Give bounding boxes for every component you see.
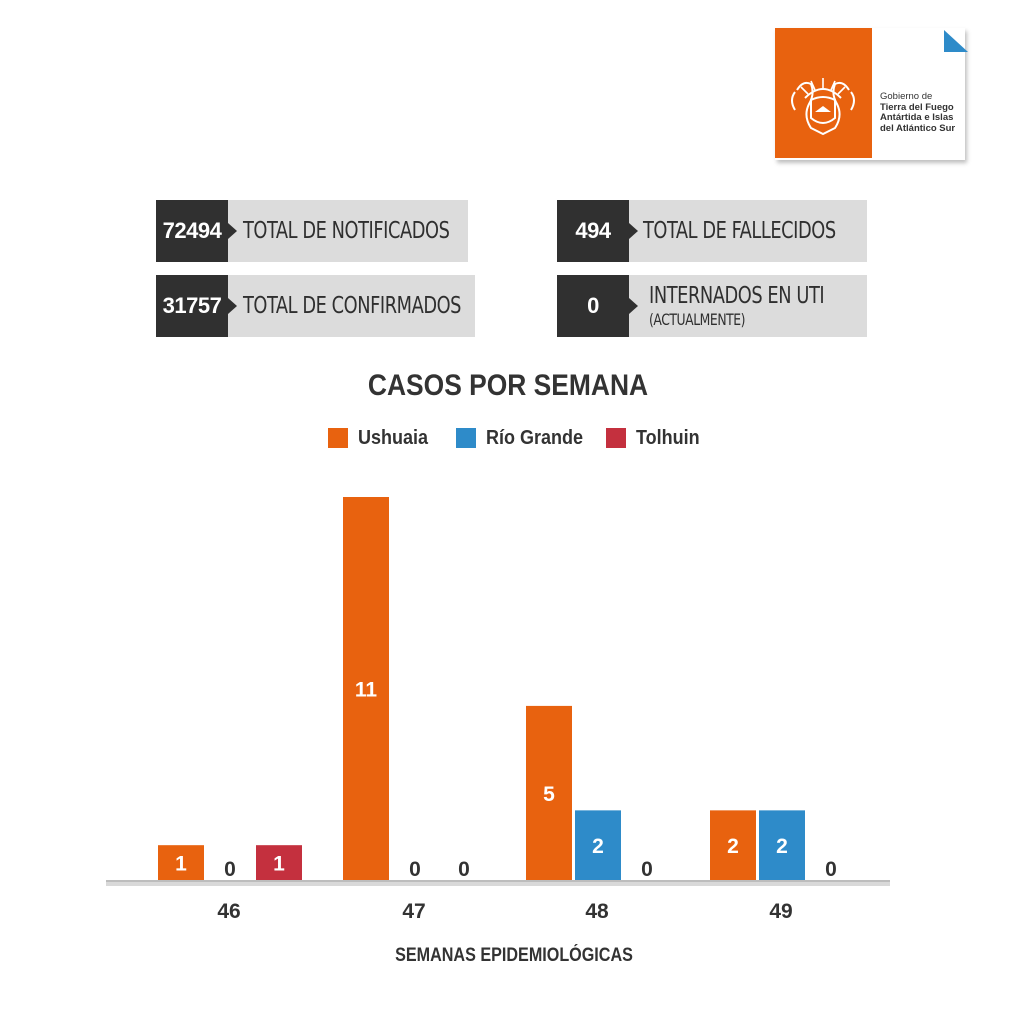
bar-ushuaia-week-46	[158, 845, 204, 880]
stat-confirmados-label: TOTAL DE CONFIRMADOS	[243, 293, 462, 319]
stat-arrow-icon	[629, 298, 638, 314]
data-label: 5	[543, 783, 555, 806]
data-label: 0	[409, 858, 421, 881]
x-tick-label: 47	[402, 900, 425, 923]
legend-swatch-ushuaia	[328, 428, 348, 448]
x-axis-title: SEMANAS EPIDEMIOLÓGICAS	[395, 945, 633, 966]
data-label: 1	[273, 853, 285, 876]
data-label: 2	[727, 835, 739, 858]
stat-notificados-value: 72494	[156, 200, 228, 262]
stat-uti: 0 INTERNADOS EN UTI (ACTUALMENTE)	[557, 275, 867, 337]
legend-label-tolhuin: Tolhuin	[636, 426, 700, 449]
logo-line-4: del Atlántico Sur	[880, 122, 956, 134]
stat-uti-sublabel: (ACTUALMENTE)	[649, 310, 746, 329]
stat-confirmados: 31757 TOTAL DE CONFIRMADOS	[156, 275, 475, 337]
data-label: 11	[355, 679, 378, 702]
x-axis-baseline	[106, 880, 890, 886]
stat-fallecidos-value: 494	[557, 200, 629, 262]
legend-swatch-rio-grande	[456, 428, 476, 448]
legend-label-ushuaia: Ushuaia	[358, 426, 429, 449]
data-label: 2	[776, 835, 788, 858]
legend-item-rio-grande: Río Grande	[456, 424, 594, 452]
data-label: 0	[224, 858, 236, 881]
stat-fallecidos: 494 TOTAL DE FALLECIDOS	[557, 200, 867, 262]
bar-tolhuin-week-46	[256, 845, 302, 880]
data-label: 0	[641, 858, 653, 881]
stat-arrow-icon	[629, 223, 638, 239]
stat-fallecidos-label: TOTAL DE FALLECIDOS	[643, 218, 836, 244]
data-label: 2	[592, 835, 604, 858]
stat-arrow-icon	[228, 223, 237, 239]
legend-swatch-tolhuin	[606, 428, 626, 448]
logo-text: Gobierno de Tierra del Fuego Antártida e…	[880, 91, 965, 134]
data-label: 1	[175, 853, 187, 876]
chart-legend: Ushuaia Río Grande Tolhuin	[0, 424, 1024, 452]
stat-uti-label-group: INTERNADOS EN UTI (ACTUALMENTE)	[649, 275, 825, 337]
logo-line-1: Gobierno de	[880, 91, 933, 102]
x-tick-label: 49	[769, 900, 792, 923]
bar-río-grande-week-48	[575, 810, 621, 880]
data-label: 0	[458, 858, 470, 881]
sun-emblem-icon	[775, 28, 872, 158]
x-axis-line	[106, 880, 890, 882]
bar-chart: 1 0 1 46 11 0 0 47 5 2 0 48 2 2 0 49	[106, 497, 890, 923]
x-tick-label: 48	[585, 900, 609, 923]
x-tick-label: 46	[217, 900, 240, 923]
bar-ushuaia-week-49	[710, 810, 756, 880]
chart-title: CASOS POR SEMANA	[367, 369, 649, 402]
legend-item-ushuaia: Ushuaia	[328, 424, 436, 452]
data-label: 0	[825, 858, 837, 881]
logo-line-3: Antártida e Islas	[880, 112, 954, 123]
stat-confirmados-value: 31757	[156, 275, 228, 337]
stat-arrow-icon	[228, 298, 237, 314]
bar-río-grande-week-49	[759, 810, 805, 880]
bar-ushuaia-week-48	[526, 705, 572, 880]
logo-emblem-box	[775, 28, 872, 158]
logo-line-2: Tierra del Fuego	[880, 101, 954, 113]
government-logo: Gobierno de Tierra del Fuego Antártida e…	[775, 28, 965, 160]
legend-item-tolhuin: Tolhuin	[606, 424, 707, 452]
bar-ushuaia-week-47	[343, 497, 389, 880]
stat-uti-value: 0	[557, 275, 629, 337]
stat-uti-label: INTERNADOS EN UTI	[649, 283, 825, 309]
corner-triangle-icon	[944, 30, 968, 52]
stat-notificados-label: TOTAL DE NOTIFICADOS	[243, 218, 450, 244]
stat-notificados: 72494 TOTAL DE NOTIFICADOS	[156, 200, 468, 262]
legend-label-rio-grande: Río Grande	[486, 426, 584, 449]
